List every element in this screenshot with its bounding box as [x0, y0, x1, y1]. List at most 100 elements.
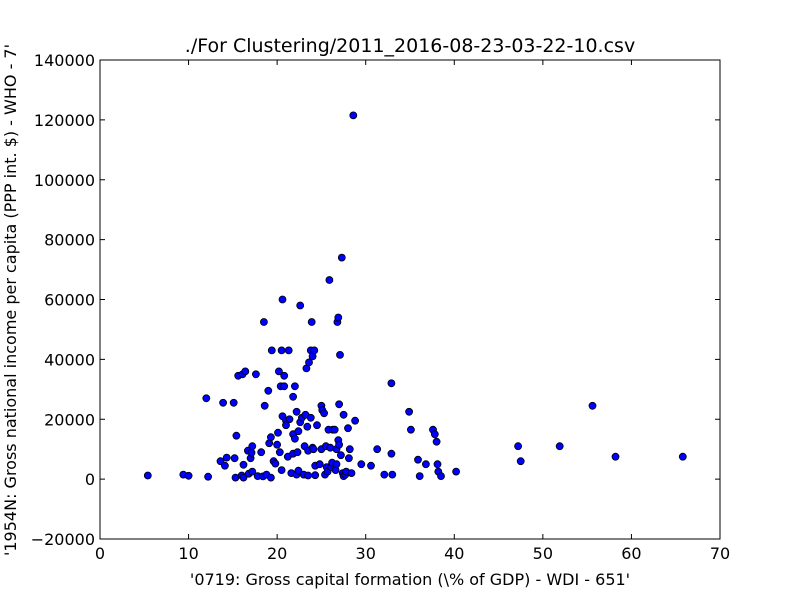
points-layer — [143, 111, 687, 482]
data-point — [330, 425, 339, 434]
x-tick-label: 20 — [267, 544, 287, 563]
data-point — [280, 382, 289, 391]
data-point — [430, 430, 439, 439]
data-point — [266, 433, 275, 442]
y-tick-label: 20000 — [44, 410, 95, 429]
data-point — [452, 467, 461, 476]
data-point — [266, 473, 275, 482]
data-point — [219, 398, 228, 407]
data-point — [289, 392, 298, 401]
data-point — [332, 460, 341, 469]
data-point — [516, 457, 525, 466]
data-point — [274, 367, 283, 376]
data-point — [294, 427, 303, 436]
y-tick-label: 80000 — [44, 231, 95, 250]
data-point — [229, 398, 238, 407]
data-point — [310, 346, 319, 355]
data-point — [335, 400, 344, 409]
data-point — [344, 454, 353, 463]
data-point — [296, 301, 305, 310]
y-tick-label: 0 — [85, 470, 95, 489]
data-point — [290, 434, 299, 443]
data-point — [273, 440, 282, 449]
data-point — [405, 407, 414, 416]
data-point — [202, 394, 211, 403]
data-point — [678, 452, 687, 461]
data-point — [259, 318, 268, 326]
data-point — [320, 409, 329, 418]
y-tick-label: 60000 — [44, 291, 95, 310]
data-point — [248, 467, 257, 476]
data-point — [267, 346, 276, 355]
data-point — [437, 472, 445, 481]
data-point — [349, 111, 358, 120]
data-point — [251, 370, 260, 379]
data-point — [414, 455, 422, 464]
data-point — [280, 371, 289, 380]
data-point — [247, 448, 256, 457]
data-point — [345, 445, 354, 454]
data-point — [334, 313, 343, 322]
data-point — [294, 466, 303, 475]
data-point — [315, 460, 324, 469]
data-point — [292, 407, 301, 416]
data-point — [282, 421, 290, 430]
data-point — [337, 253, 346, 262]
data-point — [306, 413, 315, 422]
data-point — [432, 437, 441, 446]
data-point — [335, 440, 344, 449]
data-point — [367, 461, 375, 470]
data-point — [309, 445, 318, 454]
data-point — [373, 445, 382, 454]
data-point — [336, 451, 345, 460]
data-point — [274, 428, 282, 437]
data-point — [307, 318, 316, 326]
data-point — [278, 295, 287, 304]
data-point — [222, 453, 231, 462]
data-point — [357, 460, 366, 469]
data-point — [290, 382, 299, 391]
x-axis: 0 10 20 30 40 50 60 70 — [95, 60, 730, 563]
data-point — [336, 350, 344, 359]
chart-title: ./For Clustering/2011_2016-08-23-03-22-1… — [185, 35, 635, 57]
data-point — [277, 346, 286, 355]
x-tick-label: 70 — [710, 544, 730, 563]
data-point — [433, 460, 442, 469]
data-point — [248, 442, 257, 451]
data-point — [230, 454, 239, 463]
data-point — [264, 386, 273, 395]
data-point — [293, 448, 302, 457]
data-point — [347, 469, 356, 478]
data-point — [380, 470, 389, 479]
data-point — [305, 358, 313, 367]
data-point — [232, 431, 241, 440]
y-tick-label: 100000 — [34, 171, 95, 190]
data-point — [143, 471, 152, 480]
data-point — [239, 473, 248, 482]
data-point — [220, 461, 229, 470]
data-point — [277, 466, 286, 475]
data-point — [387, 379, 396, 388]
x-tick-label: 10 — [178, 544, 198, 563]
data-point — [303, 422, 312, 431]
y-tick-label: −20000 — [31, 530, 95, 549]
data-point — [284, 346, 293, 355]
data-point — [339, 410, 348, 419]
data-point — [325, 276, 334, 284]
data-point — [184, 471, 193, 480]
data-point — [406, 425, 415, 434]
data-point — [271, 459, 280, 468]
data-point — [415, 472, 424, 481]
x-tick-label: 60 — [621, 544, 641, 563]
y-tick-label: 120000 — [34, 111, 95, 130]
data-point — [555, 442, 564, 451]
y-tick-label: 40000 — [44, 350, 95, 369]
data-point — [387, 449, 396, 458]
data-point — [204, 472, 213, 481]
data-point — [275, 448, 284, 457]
data-point — [611, 452, 620, 461]
x-tick-label: 50 — [533, 544, 553, 563]
y-axis-label: '1954N: Gross national income per capita… — [1, 44, 20, 556]
data-point — [421, 460, 430, 469]
data-point — [588, 401, 597, 410]
